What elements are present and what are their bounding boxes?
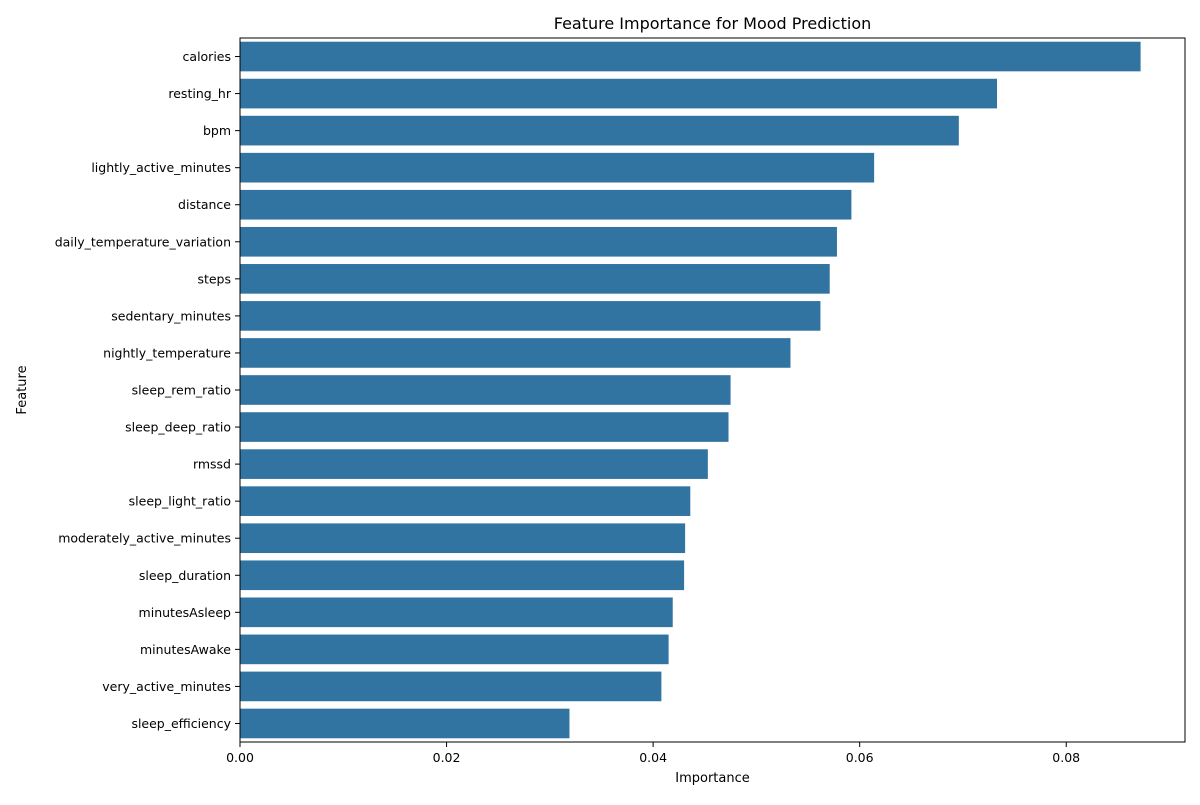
bar-bpm [240,115,959,146]
bar-rmssd [240,449,708,479]
bar-sleep_light_ratio [240,486,691,516]
bar-sleep_rem_ratio [240,375,731,405]
y-tick-label: lightly_active_minutes [91,160,231,175]
y-tick-label: calories [183,49,231,64]
y-tick-label: minutesAwake [140,642,231,657]
y-tick-label: sleep_deep_ratio [125,420,231,435]
bar-sleep_duration [240,560,685,591]
y-tick-label: rmssd [193,457,231,472]
plot-frame [239,37,1186,743]
y-tick-label: minutesAsleep [139,605,232,620]
y-tick-label: moderately_active_minutes [58,531,231,546]
y-tick-label: distance [178,197,231,212]
x-ticks-group: 0.00 0.02 0.04 0.06 0.08 [226,742,1080,765]
bar-lightly_active_minutes [240,152,875,183]
y-tick-label: bpm [203,123,231,138]
y-tick-label: sleep_rem_ratio [132,383,231,398]
y-tick-label: sleep_duration [139,568,231,583]
bar-sedentary_minutes [240,301,821,331]
x-tick-label: 0.08 [1052,750,1080,765]
y-tick-label: daily_temperature_variation [55,234,231,249]
y-tick-label: resting_hr [168,86,231,101]
bar-steps [240,264,830,294]
chart-title: Feature Importance for Mood Prediction [554,14,872,33]
x-axis-label: Importance [675,771,750,786]
bar-nightly_temperature [240,338,791,368]
y-tick-label: sleep_efficiency [131,716,231,731]
x-tick-label: 0.02 [433,750,461,765]
y-tick-label: sedentary_minutes [111,308,231,323]
bar-very_active_minutes [240,671,662,702]
bar-minutesAwake [240,634,669,665]
bar-moderately_active_minutes [240,523,686,554]
bar-daily_temperature_variation [240,226,837,257]
y-tick-label: very_active_minutes [102,679,231,694]
x-tick-label: 0.04 [639,750,667,765]
bar-resting_hr [240,78,998,109]
y-tick-label: sleep_light_ratio [129,494,231,509]
y-axis-label: Feature [15,365,30,414]
axis-spines [239,37,1186,743]
bar-sleep_efficiency [240,708,570,739]
bars-group [240,41,1141,739]
bar-sleep_deep_ratio [240,412,729,442]
x-tick-label: 0.06 [846,750,874,765]
x-tick-label: 0.00 [226,750,254,765]
bar-minutesAsleep [240,597,673,628]
y-tick-label: nightly_temperature [103,345,231,360]
bar-calories [240,41,1141,72]
y-tick-label: steps [197,271,231,286]
bar-distance [240,189,852,220]
